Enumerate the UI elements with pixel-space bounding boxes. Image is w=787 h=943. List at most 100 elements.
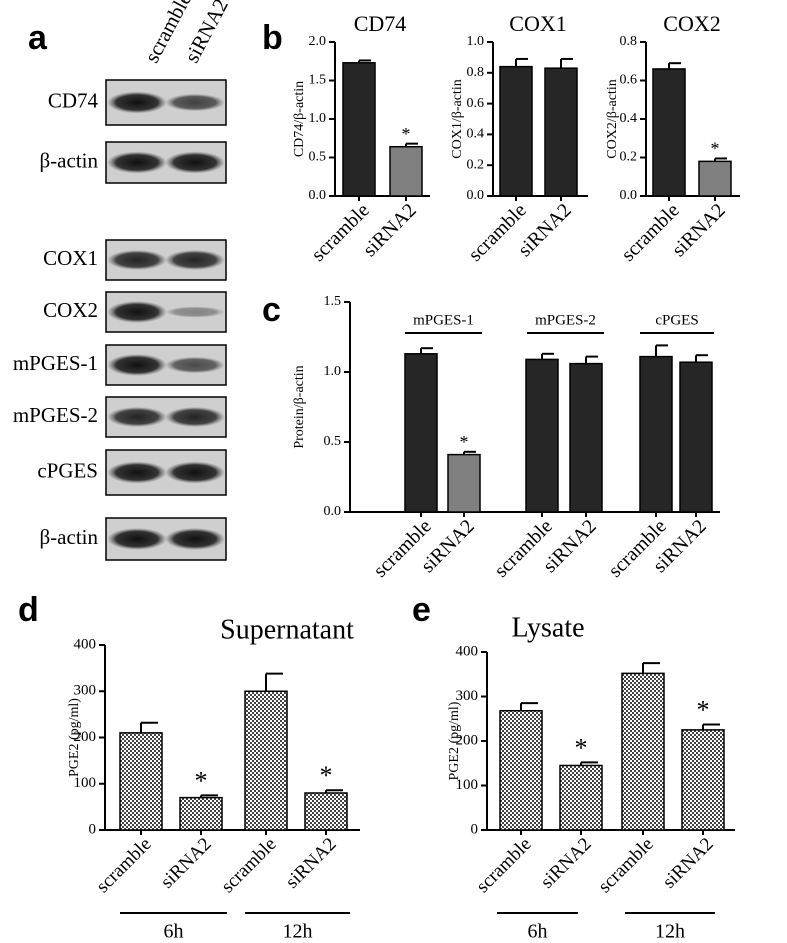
group-label: 12h [655, 921, 685, 943]
y-tick-label: 400 [74, 636, 97, 652]
chart-title: COX2 [663, 11, 720, 36]
bar [244, 690, 288, 831]
bar [179, 796, 223, 831]
y-tick-label: 0.4 [620, 111, 638, 126]
blot-row-label: COX2 [43, 298, 98, 322]
x-tick-label: scramble [217, 834, 280, 897]
bar [652, 68, 686, 197]
group-label: mPGES-1 [413, 312, 474, 328]
bar [639, 355, 673, 513]
y-tick-label: 1.0 [324, 364, 342, 379]
panel-label: c [262, 291, 281, 329]
y-tick-label: 0 [89, 821, 97, 837]
group-label: cPGES [655, 312, 698, 328]
blot-row-label: mPGES-2 [13, 403, 98, 427]
significance-mark: * [460, 432, 469, 452]
y-tick-label: 0.4 [467, 127, 485, 142]
y-tick-label: 0.5 [309, 150, 327, 165]
blot-band [165, 306, 225, 318]
bar [681, 729, 725, 831]
y-tick-label: 100 [74, 775, 97, 791]
y-tick-label: 0.0 [324, 504, 342, 519]
y-tick-label: 0.6 [467, 96, 485, 111]
x-tick-label: siRNA2 [157, 834, 216, 893]
y-tick-label: 400 [456, 643, 479, 659]
bar [404, 353, 438, 513]
blot-band [165, 93, 225, 112]
y-tick-label: 1.0 [467, 34, 485, 49]
y-tick-label: 300 [74, 683, 97, 699]
blot-row-label: CD74 [48, 88, 99, 112]
blot-band [107, 528, 167, 550]
x-tick-label: scramble [307, 199, 374, 266]
blot-row-label: COX1 [43, 246, 98, 270]
blot-row-label: cPGES [37, 458, 98, 482]
y-tick-label: 200 [74, 729, 97, 745]
y-tick-label: 1.5 [309, 73, 327, 88]
bar [304, 792, 348, 831]
blot-band [165, 406, 225, 428]
y-tick-label: 0.0 [309, 188, 327, 203]
y-axis-label: PGE2 (pg/ml) [67, 698, 82, 777]
y-tick-label: 0.2 [467, 157, 485, 172]
bar [447, 453, 481, 513]
group-label: 6h [528, 921, 548, 943]
y-tick-label: 0.8 [620, 34, 638, 49]
blot-row-label: β-actin [40, 525, 99, 549]
panel-label: a [28, 19, 48, 57]
x-tick-label: scramble [594, 834, 657, 897]
blot-band [165, 249, 225, 271]
y-tick-label: 0 [471, 821, 479, 837]
y-tick-label: 0.0 [620, 188, 638, 203]
chart-title: COX1 [509, 11, 566, 36]
chart-title: Lysate [511, 612, 584, 643]
bar [559, 764, 603, 831]
bar [499, 709, 543, 831]
group-label: mPGES-2 [535, 312, 596, 328]
x-tick-label: siRNA2 [359, 199, 421, 261]
x-tick-label: siRNA2 [537, 834, 596, 893]
bar [525, 358, 559, 513]
bar [499, 65, 533, 197]
y-tick-label: 1.5 [324, 294, 342, 309]
bar [621, 672, 665, 831]
y-tick-label: 0.5 [324, 434, 342, 449]
y-tick-label: 0.2 [620, 150, 638, 165]
chart-title: Supernatant [220, 614, 354, 645]
bar [119, 732, 163, 831]
bar [544, 67, 578, 197]
significance-mark: * [697, 696, 710, 725]
y-tick-label: 100 [456, 777, 479, 793]
bar [342, 62, 376, 197]
group-label: 6h [164, 921, 184, 943]
y-tick-label: 1.0 [309, 111, 327, 126]
significance-mark: * [711, 139, 720, 159]
y-tick-label: 2.0 [309, 34, 327, 49]
x-tick-label: scramble [92, 834, 155, 897]
bar [569, 362, 603, 513]
y-tick-label: 200 [456, 732, 479, 748]
y-tick-label: 0.0 [467, 188, 485, 203]
panel-label: b [262, 19, 283, 57]
y-tick-label: 0.8 [467, 65, 485, 80]
significance-mark: * [195, 766, 208, 795]
blot-band [165, 356, 225, 374]
x-tick-label: scramble [472, 834, 535, 897]
x-tick-label: siRNA2 [282, 834, 341, 893]
blot-band [165, 528, 225, 550]
blot-band [107, 151, 167, 174]
y-tick-label: 0.6 [620, 73, 638, 88]
chart-title: CD74 [354, 11, 407, 36]
blot-row-label: β-actin [40, 148, 99, 172]
y-tick-label: 300 [456, 688, 479, 704]
blot-band [107, 301, 167, 323]
blot-band [107, 406, 167, 428]
group-label: 12h [283, 921, 313, 943]
x-tick-label: scramble [490, 515, 557, 582]
panel-label: d [18, 591, 39, 629]
blot-band [165, 151, 225, 174]
significance-mark: * [320, 761, 333, 790]
x-tick-label: scramble [617, 199, 684, 266]
bar [698, 160, 732, 197]
